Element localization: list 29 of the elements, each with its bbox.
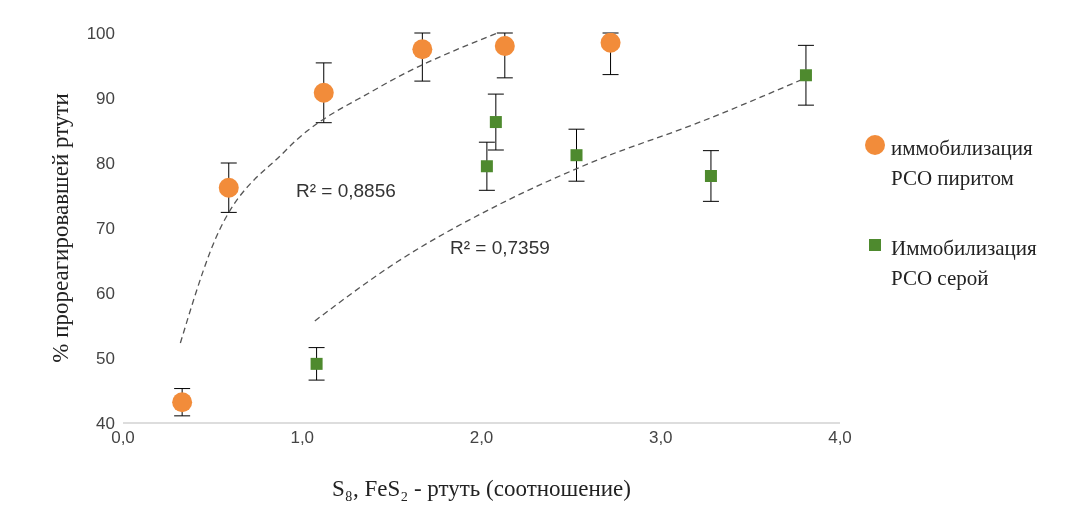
point xyxy=(799,69,812,82)
point xyxy=(480,160,493,173)
point xyxy=(704,170,717,182)
point xyxy=(489,116,502,129)
x-tick-label: 2,0 xyxy=(469,428,494,448)
y-tick-label: 50 xyxy=(96,349,115,369)
x-tick-label: 4,0 xyxy=(828,428,852,448)
y-tick-label: 90 xyxy=(96,89,115,109)
annotation: R² = 0,7359 xyxy=(450,237,550,259)
x-tick-label: 1,0 xyxy=(290,428,315,448)
point xyxy=(310,357,323,370)
y-tick-label: 80 xyxy=(96,154,115,174)
point xyxy=(218,177,239,198)
legend-label: Иммобилизация РСО серой xyxy=(891,235,1038,292)
point xyxy=(570,149,583,162)
point xyxy=(494,36,515,56)
y-tick-label: 100 xyxy=(86,24,115,44)
annotation: R² = 0,8856 xyxy=(296,180,396,202)
point xyxy=(172,392,193,413)
y-tick-label: 70 xyxy=(96,219,115,239)
y-axis-title: % прореагировавшей ртути xyxy=(48,93,74,363)
x-tick-label: 0,0 xyxy=(111,428,135,448)
point xyxy=(313,82,334,103)
point xyxy=(600,33,621,53)
y-tick-label: 60 xyxy=(96,284,115,304)
x-tick-label: 3,0 xyxy=(648,428,673,448)
legend-label: иммобилизация РСО пиритом xyxy=(891,135,1034,192)
x-axis-title: S₈, FeS₂ - ртуть (соотношение) xyxy=(332,476,631,502)
point xyxy=(412,39,433,60)
